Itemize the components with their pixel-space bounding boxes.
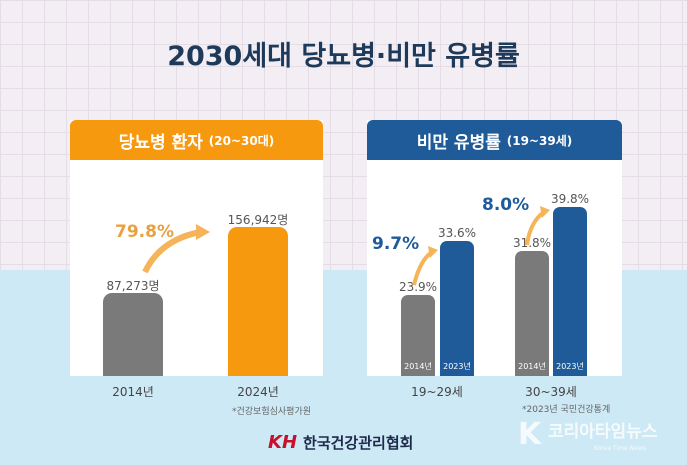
kh-logo: KH: [268, 432, 298, 453]
value-label: 156,942명: [227, 213, 289, 227]
arrow-head-icon: [196, 224, 210, 240]
bar: [103, 293, 163, 376]
diabetes-source: *건강보험심사평가원: [232, 407, 312, 417]
arrow-icon: [525, 210, 546, 246]
bar-year-label: 2014년: [404, 361, 432, 371]
obesity-title: 비만 유병률: [416, 132, 501, 153]
value-label: 23.9%: [398, 279, 438, 294]
x-tick-label: 30~39세: [525, 385, 577, 399]
x-tick-label: 19~29세: [411, 385, 463, 399]
x-tick-label: 2024년: [237, 385, 279, 399]
bar: 2023년: [440, 241, 474, 376]
value-label: 87,273명: [106, 279, 160, 294]
watermark-sub: Korea Time News: [594, 445, 646, 452]
bar-year-label: 2023년: [556, 361, 584, 371]
arrow-icon: [142, 229, 201, 274]
x-tick-label: 2014년: [112, 385, 154, 399]
bar-year-label: 2023년: [443, 361, 471, 371]
bar: 2014년: [401, 294, 435, 376]
watermark-k-icon: K: [518, 417, 542, 452]
bar-year-label: 2014년: [518, 361, 546, 371]
diabetes-increase: 79.8%: [115, 222, 174, 242]
diabetes-title: 당뇨병 환자: [118, 132, 203, 153]
diabetes-subtitle: (20~30대): [208, 133, 275, 148]
watermark: K 코리아타임뉴스 Korea Time News: [518, 418, 678, 464]
diabetes-panel-header: 당뇨병 환자 (20~30대): [70, 120, 323, 160]
value-label: 31.8%: [512, 236, 552, 251]
obesity-source: *2023년 국민건강통계: [522, 405, 611, 415]
org-logo: KH 한국건강관리협회: [268, 432, 413, 453]
arrow-head-icon: [428, 246, 438, 258]
bar: 2023년: [553, 206, 587, 376]
obesity-subtitle: (19~39세): [506, 133, 573, 148]
page-title: 2030세대 당뇨병·비만 유병률: [167, 41, 520, 72]
obesity-increase-19-29: 9.7%: [372, 234, 420, 254]
org-name: 한국건강관리협회: [303, 434, 414, 452]
bar: [228, 227, 288, 376]
value-label: 33.6%: [437, 226, 477, 241]
obesity-increase-30-39: 8.0%: [482, 195, 530, 215]
bar: 2014년: [515, 251, 549, 376]
arrow-head-icon: [540, 206, 550, 218]
arrow-icon: [412, 250, 434, 286]
value-label: 39.8%: [550, 191, 590, 206]
obesity-panel-header: 비만 유병률 (19~39세): [367, 120, 622, 160]
watermark-text: 코리아타임뉴스: [548, 422, 658, 442]
